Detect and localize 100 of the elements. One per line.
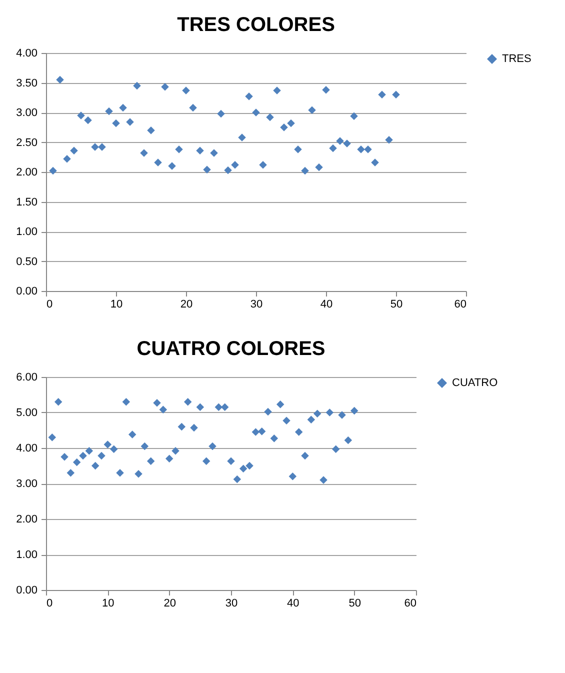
y-tick-label: 2.50 xyxy=(16,136,38,149)
point xyxy=(161,83,169,91)
point xyxy=(332,445,340,453)
x-tick-label: 60 xyxy=(404,598,416,610)
point xyxy=(196,403,204,412)
point xyxy=(344,436,352,444)
point xyxy=(70,146,78,154)
point xyxy=(320,476,328,484)
x-tick-label: 20 xyxy=(180,298,193,310)
point xyxy=(182,86,190,94)
point xyxy=(153,399,161,407)
y-tick-label: 3.50 xyxy=(16,77,38,90)
point xyxy=(233,475,242,484)
point xyxy=(154,158,162,166)
point xyxy=(85,446,94,455)
point xyxy=(110,445,118,453)
point xyxy=(203,166,211,174)
x-tick-label: 30 xyxy=(225,598,238,610)
point xyxy=(364,146,372,154)
point xyxy=(378,90,386,99)
point xyxy=(270,434,278,442)
point xyxy=(276,400,284,408)
chart-title: CUATRO COLORES xyxy=(136,338,326,360)
point xyxy=(238,134,246,142)
y-tick-label: 0.00 xyxy=(16,584,38,596)
point xyxy=(326,408,334,416)
x-tick-label: 50 xyxy=(348,598,361,610)
point xyxy=(280,124,288,132)
point xyxy=(350,112,358,120)
point xyxy=(98,452,106,460)
point xyxy=(336,137,344,145)
point xyxy=(133,82,141,90)
point xyxy=(122,398,130,406)
point xyxy=(165,454,174,463)
point xyxy=(49,166,57,175)
y-tick-label: 0.50 xyxy=(16,256,38,268)
point xyxy=(217,110,225,118)
y-tick-label: 5.00 xyxy=(16,407,38,419)
point xyxy=(126,118,134,126)
point xyxy=(91,143,99,151)
point xyxy=(159,406,168,414)
x-tick-label: 10 xyxy=(110,298,123,310)
point xyxy=(48,433,56,442)
point xyxy=(147,126,155,134)
point xyxy=(134,470,142,478)
y-tick-label: 0.00 xyxy=(16,286,38,298)
point xyxy=(91,462,100,470)
point xyxy=(116,468,124,477)
point xyxy=(288,472,297,480)
x-tick-label: 40 xyxy=(287,598,300,610)
point xyxy=(189,104,197,112)
point xyxy=(385,136,393,144)
x-tick-label: 40 xyxy=(320,298,333,310)
point xyxy=(371,158,379,166)
y-tick-label: 2.00 xyxy=(16,166,38,178)
point xyxy=(54,398,62,406)
point xyxy=(329,144,337,152)
point xyxy=(56,76,64,84)
point xyxy=(112,119,120,128)
point xyxy=(343,140,351,148)
y-tick-label: 1.00 xyxy=(16,549,38,561)
point xyxy=(252,428,260,436)
y-tick-label: 6.00 xyxy=(16,372,38,384)
y-tick-label: 4.00 xyxy=(16,442,38,454)
point xyxy=(258,427,266,436)
x-tick-label: 50 xyxy=(390,298,403,310)
point xyxy=(239,464,248,472)
point xyxy=(273,86,281,94)
point xyxy=(231,160,239,169)
point xyxy=(79,452,87,460)
point xyxy=(224,166,232,174)
point xyxy=(315,163,323,172)
point xyxy=(227,457,235,466)
point xyxy=(184,398,192,406)
point xyxy=(210,149,218,157)
point xyxy=(196,146,204,154)
point xyxy=(60,453,68,461)
point xyxy=(301,452,309,460)
point xyxy=(252,108,260,116)
point xyxy=(287,119,295,128)
point xyxy=(140,442,149,450)
point xyxy=(322,86,330,94)
point xyxy=(66,468,75,477)
point xyxy=(172,446,180,455)
point xyxy=(77,112,85,120)
point xyxy=(357,146,365,154)
point xyxy=(245,92,253,100)
point xyxy=(190,424,198,432)
point xyxy=(294,428,303,436)
y-tick-label: 2.00 xyxy=(16,514,38,526)
legend-label: TRES xyxy=(502,53,532,65)
legend-label: CUATRO xyxy=(452,377,498,389)
point xyxy=(140,149,148,157)
y-tick-label: 1.50 xyxy=(16,196,38,208)
point xyxy=(202,457,210,466)
x-tick-label: 30 xyxy=(250,298,263,310)
point xyxy=(313,410,322,418)
y-tick-label: 4.00 xyxy=(16,48,38,60)
point xyxy=(308,106,316,114)
x-tick-label: 0 xyxy=(46,298,53,310)
